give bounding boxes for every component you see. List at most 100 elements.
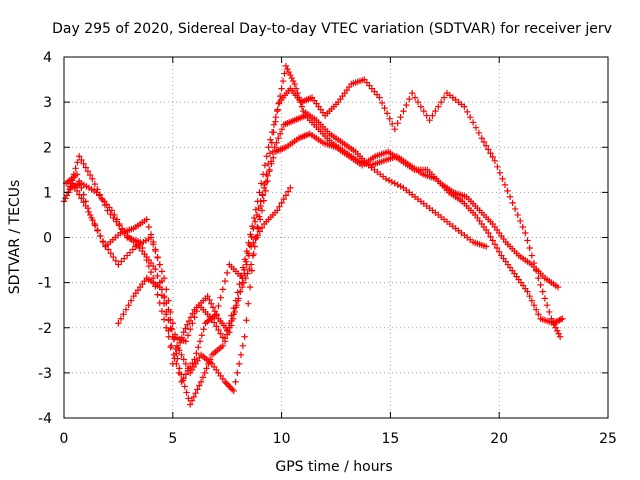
data-point <box>154 253 161 261</box>
data-point <box>219 334 227 341</box>
data-point <box>127 297 135 304</box>
data-point <box>201 369 208 377</box>
data-point <box>91 222 99 229</box>
data-point <box>118 258 125 265</box>
data-point <box>261 162 269 169</box>
data-point <box>491 157 499 164</box>
data-point <box>147 231 155 238</box>
y-tick-label: 2 <box>43 140 52 156</box>
data-point <box>526 244 533 252</box>
data-point <box>250 239 257 246</box>
data-point <box>73 171 81 178</box>
data-point <box>229 386 236 393</box>
y-axis-label: SDTVAR / TECUs <box>7 180 23 295</box>
data-point <box>273 139 280 146</box>
data-point <box>245 252 253 259</box>
data-point <box>227 384 235 392</box>
data-point <box>440 94 448 101</box>
data-point <box>180 329 187 336</box>
data-point <box>555 330 562 337</box>
data-point <box>278 126 286 133</box>
data-point <box>200 326 207 333</box>
data-point <box>383 110 391 117</box>
data-point <box>265 144 272 151</box>
data-point <box>526 292 533 300</box>
data-point <box>84 168 92 175</box>
data-point <box>194 386 201 393</box>
data-point <box>524 288 531 295</box>
data-point <box>535 311 542 318</box>
data-point <box>141 250 148 258</box>
x-tick-label: 10 <box>273 431 291 447</box>
data-point <box>252 235 259 243</box>
y-tick-label: -3 <box>38 366 52 382</box>
x-axis-label: GPS time / hours <box>275 459 392 475</box>
data-point <box>210 319 218 326</box>
data-point <box>204 292 211 300</box>
data-point <box>278 199 285 207</box>
y-tick-label: 4 <box>43 50 52 66</box>
data-point <box>190 393 198 401</box>
data-point <box>184 332 192 339</box>
data-point <box>245 300 252 307</box>
data-point <box>89 217 96 224</box>
data-point <box>254 232 261 239</box>
data-point <box>189 310 196 317</box>
data-point <box>158 292 166 299</box>
data-point <box>230 387 237 395</box>
data-point <box>559 315 566 322</box>
data-point <box>180 356 187 363</box>
data-point <box>255 204 262 212</box>
data-point <box>217 294 224 301</box>
data-point <box>386 115 393 122</box>
data-point <box>264 172 272 180</box>
data-point <box>178 351 185 359</box>
data-point <box>266 150 274 157</box>
data-point <box>73 187 81 195</box>
data-point <box>487 150 494 157</box>
data-point <box>403 101 410 109</box>
data-point <box>472 124 480 131</box>
data-point <box>423 112 430 119</box>
data-point <box>475 129 483 137</box>
data-point <box>213 311 220 318</box>
data-point <box>160 316 168 323</box>
y-tick-label: 0 <box>43 231 52 247</box>
data-point <box>154 291 161 298</box>
data-point <box>268 129 276 136</box>
data-point <box>133 241 140 249</box>
data-point <box>276 203 283 210</box>
data-point <box>117 315 125 322</box>
data-point <box>224 269 231 277</box>
data-point <box>198 332 206 339</box>
data-point <box>121 229 128 237</box>
data-point <box>417 103 425 110</box>
data-point <box>123 252 131 259</box>
data-point <box>184 321 191 328</box>
data-point <box>167 325 174 332</box>
data-point <box>406 95 413 103</box>
data-point <box>175 344 182 352</box>
data-point <box>107 250 114 257</box>
data-point <box>115 261 122 268</box>
data-point <box>246 283 254 291</box>
data-point <box>385 177 393 184</box>
y-tick-label: -4 <box>38 411 52 427</box>
data-point <box>213 323 220 330</box>
data-point <box>185 395 192 402</box>
data-point <box>171 355 178 362</box>
data-point <box>205 360 212 368</box>
data-point <box>259 171 267 178</box>
data-point <box>522 229 529 237</box>
data-point <box>219 342 227 349</box>
data-point <box>252 206 260 213</box>
data-point <box>376 94 383 101</box>
data-point <box>193 350 200 357</box>
data-point <box>551 319 559 326</box>
data-point <box>487 233 494 240</box>
data-point <box>234 369 241 377</box>
data-point <box>226 383 233 390</box>
data-point <box>115 320 122 327</box>
data-point <box>125 301 132 309</box>
data-point <box>485 146 492 153</box>
